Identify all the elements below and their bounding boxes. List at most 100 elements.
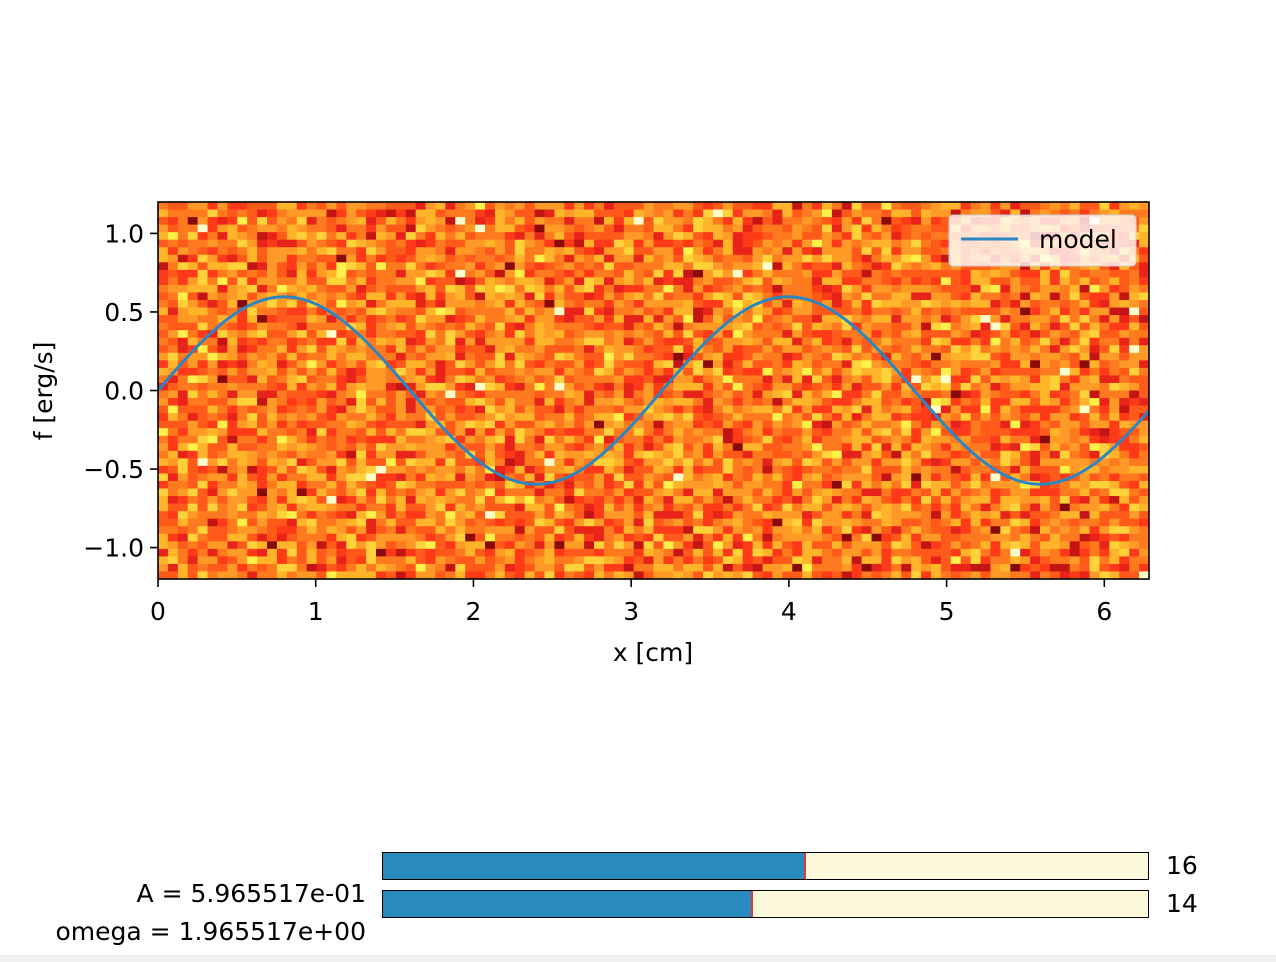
heatmap-cell — [683, 345, 694, 354]
heatmap — [158, 202, 1149, 579]
heatmap-cell — [911, 254, 922, 263]
heatmap-cell — [940, 254, 952, 263]
heatmap-cell — [891, 405, 902, 414]
heatmap-cell — [980, 443, 992, 452]
heatmap-cell — [207, 284, 219, 294]
heatmap-cell — [366, 322, 377, 331]
heatmap-cell — [812, 345, 823, 354]
heatmap-cell — [673, 458, 684, 467]
heatmap-cell — [544, 465, 555, 475]
heatmap-cell — [435, 413, 446, 422]
heatmap-cell — [395, 277, 407, 286]
heatmap-cell — [197, 541, 209, 550]
heatmap-cell — [683, 254, 694, 263]
heatmap-cell — [990, 556, 1001, 565]
heatmap-cell — [792, 375, 803, 384]
heatmap-cell — [237, 390, 248, 399]
heatmap-cell — [623, 375, 635, 384]
heatmap-cell — [425, 224, 437, 233]
heatmap-cell — [960, 526, 972, 535]
heatmap-cell — [703, 488, 714, 497]
heatmap-cell — [1049, 465, 1061, 475]
heatmap-cell — [911, 337, 922, 346]
heatmap-cell — [485, 473, 496, 482]
heatmap-cell — [663, 450, 674, 459]
heatmap-cell — [475, 239, 486, 248]
heatmap-cell — [415, 382, 427, 392]
heatmap-cell — [1049, 367, 1061, 377]
heatmap-cell — [851, 571, 863, 579]
heatmap-cell — [455, 345, 466, 354]
heatmap-cell — [1099, 518, 1110, 527]
heatmap-cell — [158, 300, 169, 309]
heatmap-cell — [237, 217, 248, 226]
heatmap-cell — [227, 518, 238, 527]
heatmap-cell — [376, 382, 387, 392]
heatmap-cell — [871, 541, 883, 550]
heatmap-cell — [306, 518, 318, 527]
heatmap-cell — [1119, 435, 1130, 444]
heatmap-cell — [167, 413, 179, 422]
heatmap-cell — [703, 217, 714, 226]
heatmap-cell — [722, 450, 734, 459]
heatmap-cell — [802, 382, 813, 392]
heatmap-cell — [267, 224, 278, 233]
heatmap-cell — [762, 405, 774, 414]
heatmap-cell — [524, 209, 536, 218]
heatmap-cell — [465, 367, 476, 377]
heatmap-cell — [881, 541, 892, 550]
heatmap-cell — [247, 224, 258, 233]
heatmap-cell — [415, 284, 427, 294]
heatmap-cell — [356, 360, 367, 369]
heatmap-cell — [633, 239, 645, 248]
heatmap-cell — [197, 533, 209, 542]
heatmap-cell — [158, 443, 169, 452]
heatmap-cell — [891, 571, 902, 579]
heatmap-cell — [584, 239, 595, 248]
heatmap-cell — [1030, 435, 1041, 444]
heatmap-cell — [960, 405, 972, 414]
heatmap-cell — [485, 450, 496, 459]
heatmap-cell — [623, 262, 635, 271]
heatmap-cell — [703, 413, 714, 422]
heatmap-cell — [633, 202, 645, 211]
heatmap-cell — [187, 563, 199, 573]
heatmap-cell — [247, 435, 258, 444]
heatmap-cell — [465, 322, 476, 331]
heatmap-cell — [772, 284, 783, 294]
heatmap-cell — [158, 375, 169, 384]
heatmap-cell — [1010, 563, 1021, 573]
heatmap-cell — [851, 202, 863, 211]
heatmap-cell — [1089, 465, 1101, 475]
heatmap-cell — [1129, 375, 1140, 384]
heatmap-cell — [554, 367, 565, 377]
heatmap-cell — [821, 345, 833, 354]
heatmap-cell — [633, 345, 645, 354]
heatmap-cell — [693, 307, 704, 316]
heatmap-cell — [267, 511, 278, 520]
heatmap-cell — [405, 307, 417, 316]
heatmap-cell — [812, 209, 823, 218]
heatmap-cell — [613, 503, 625, 512]
heatmap-cell — [1139, 300, 1149, 309]
heatmap-cell — [227, 428, 238, 437]
heatmap-cell — [574, 480, 585, 490]
heatmap-cell — [1049, 315, 1061, 324]
heatmap-cell — [405, 458, 417, 467]
heatmap-cell — [930, 239, 942, 248]
heatmap-cell — [901, 217, 912, 226]
heatmap-cell — [673, 405, 684, 414]
heatmap-cell — [356, 413, 367, 422]
heatmap-cell — [930, 563, 942, 573]
heatmap-cell — [742, 511, 754, 520]
heatmap-cell — [286, 247, 298, 256]
heatmap-cell — [762, 465, 774, 475]
heatmap-cell — [425, 307, 437, 316]
heatmap-cell — [336, 300, 347, 309]
heatmap-cell — [722, 352, 734, 361]
heatmap-cell — [742, 541, 754, 550]
heatmap-cell — [762, 435, 774, 444]
heatmap-cell — [772, 450, 783, 459]
heatmap-cell — [247, 511, 258, 520]
heatmap-cell — [445, 277, 456, 286]
